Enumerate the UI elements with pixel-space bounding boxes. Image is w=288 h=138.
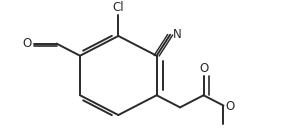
Text: O: O xyxy=(199,62,208,75)
Text: N: N xyxy=(173,28,181,41)
Text: O: O xyxy=(23,37,32,50)
Text: O: O xyxy=(225,100,234,113)
Text: Cl: Cl xyxy=(113,1,124,14)
